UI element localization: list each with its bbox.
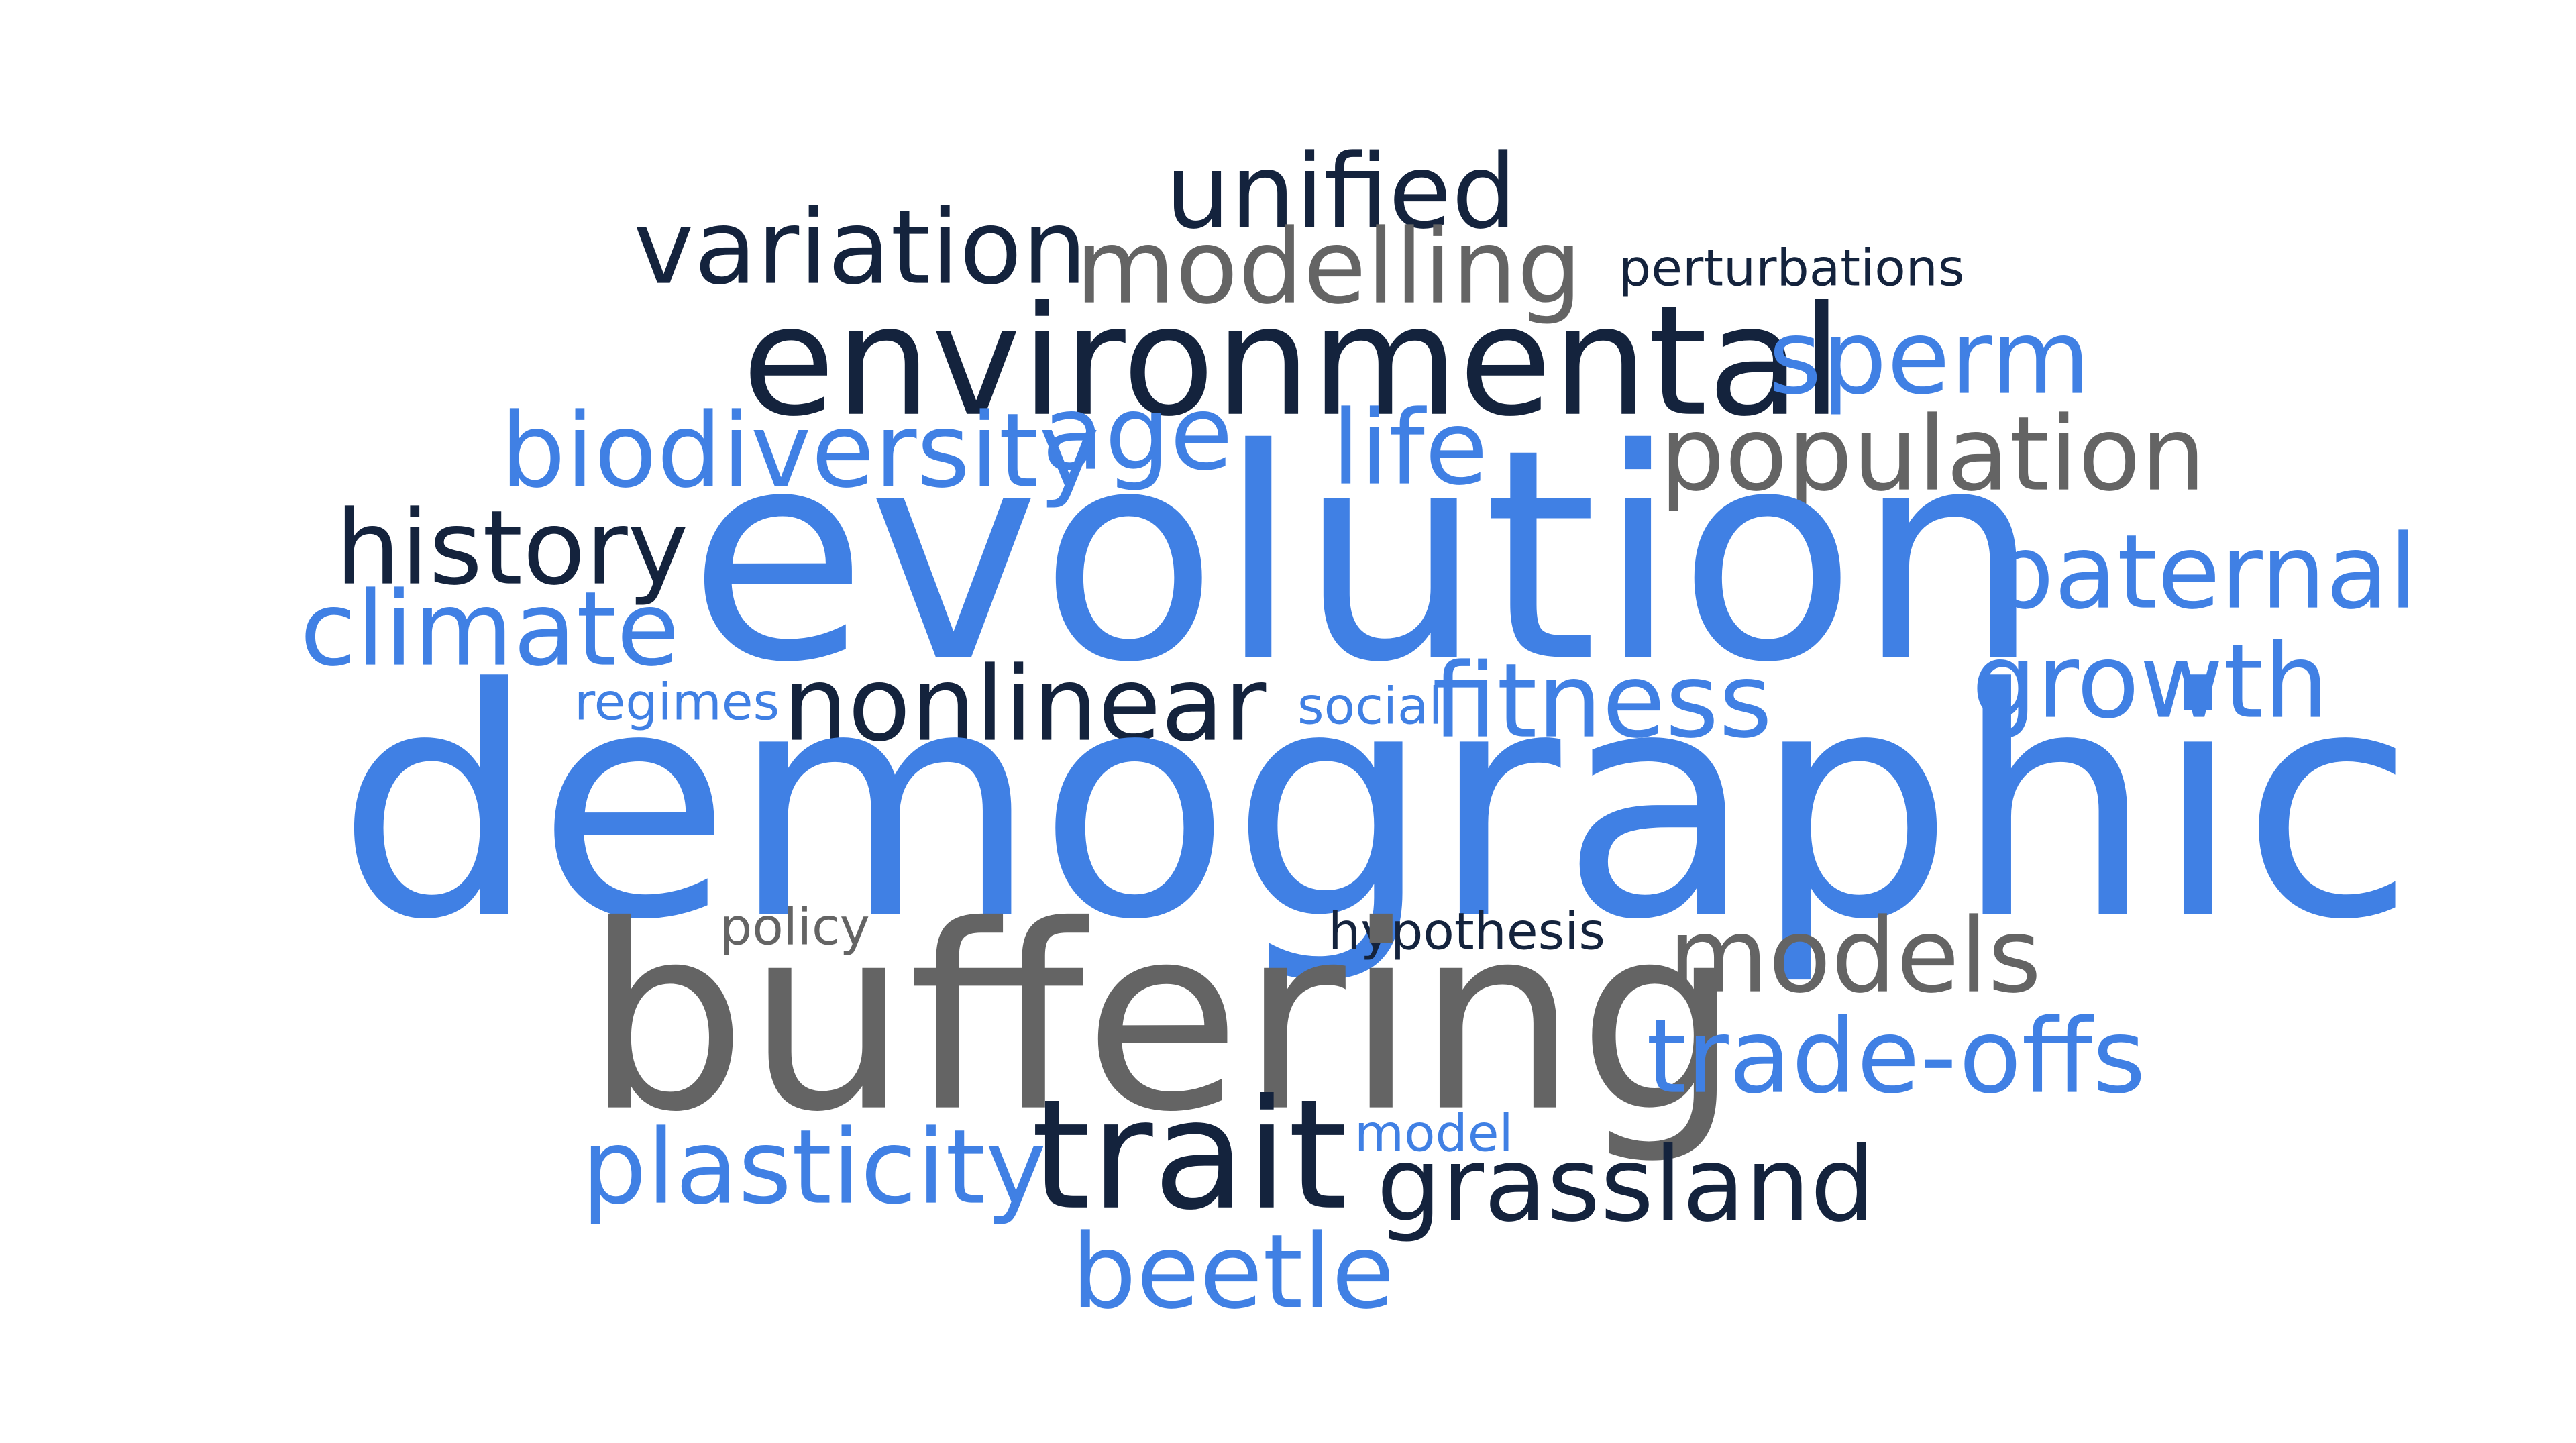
- word-evolution: evolution: [688, 387, 2041, 727]
- word-climate: climate: [300, 570, 680, 690]
- word-population: population: [1660, 394, 2206, 515]
- word-plasticity: plasticity: [582, 1108, 1046, 1228]
- word-age: age: [1042, 374, 1234, 494]
- word-sperm: sperm: [1768, 298, 2091, 418]
- word-social: social: [1297, 676, 1443, 736]
- word-history: history: [335, 488, 689, 608]
- word-growth: growth: [1972, 622, 2329, 742]
- word-grassland: grassland: [1377, 1125, 1876, 1245]
- word-fitness: fitness: [1432, 641, 1772, 761]
- word-nonlinear: nonlinear: [783, 645, 1267, 765]
- word-biodiversity: biodiversity: [500, 391, 1100, 511]
- word-regimes: regimes: [574, 672, 780, 732]
- word-policy: policy: [720, 896, 870, 957]
- word-hypothesis: hypothesis: [1328, 901, 1605, 961]
- word-demographic: demographic: [337, 621, 2415, 989]
- word-beetle: beetle: [1071, 1212, 1395, 1332]
- word-unified: unified: [1165, 132, 1517, 252]
- word-buffering: buffering: [585, 870, 1740, 1168]
- word-variation: variation: [633, 188, 1087, 308]
- word-environmental: environmental: [742, 273, 1843, 450]
- word-modelling: modelling: [1075, 207, 1582, 327]
- word-trait: trait: [1031, 1067, 1348, 1244]
- word-models: models: [1668, 896, 2042, 1016]
- word-life: life: [1332, 388, 1489, 509]
- word-model: model: [1354, 1103, 1513, 1163]
- word-perturbations: perturbations: [1619, 237, 1965, 298]
- word-paternal: paternal: [1989, 513, 2418, 633]
- word-trade-offs: trade-offs: [1646, 997, 2146, 1117]
